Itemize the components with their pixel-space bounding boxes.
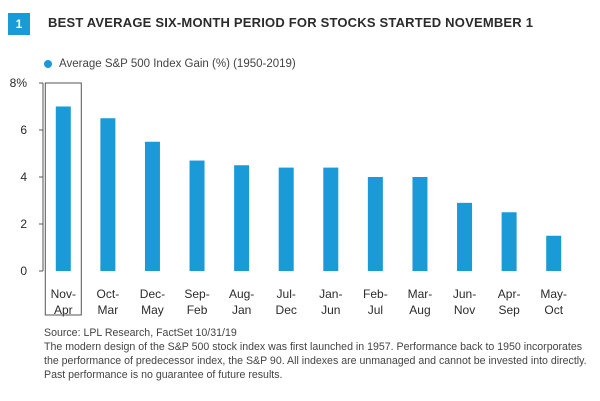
x-tick-label: Nov- bbox=[51, 287, 76, 301]
x-tick-label: Jul bbox=[368, 303, 383, 317]
bar bbox=[412, 177, 428, 271]
x-tick-label: Apr bbox=[54, 303, 73, 317]
x-tick-label: Sep bbox=[498, 303, 520, 317]
bar bbox=[55, 106, 71, 271]
x-tick-label: Apr- bbox=[498, 287, 521, 301]
figure-number-badge: 1 bbox=[8, 13, 30, 35]
bar-chart: 0 2 4 6 8% Nov- Apr Oct- Mar Dec- May Sep- Feb Aug- Ja… bbox=[10, 76, 567, 317]
bar bbox=[546, 235, 562, 271]
bar bbox=[367, 177, 383, 271]
x-tick-label: Aug- bbox=[229, 287, 254, 301]
legend-label: Average S&P 500 Index Gain (%) (1950-201… bbox=[59, 58, 296, 70]
chart-title: BEST AVERAGE SIX-MONTH PERIOD FOR STOCKS… bbox=[48, 15, 534, 30]
x-tick-label: Jan- bbox=[319, 287, 342, 301]
x-tick-label: May- bbox=[540, 287, 567, 301]
highlight-box bbox=[44, 82, 82, 316]
x-tick-label: Feb- bbox=[363, 287, 388, 301]
bar bbox=[234, 165, 250, 271]
footnote-line: The modern design of the S&P 500 stock i… bbox=[44, 341, 583, 353]
x-tick-label: Dec bbox=[276, 303, 297, 317]
x-tick-label: Jan bbox=[232, 303, 251, 317]
x-tick-label: Dec- bbox=[140, 287, 165, 301]
y-tick-label: 4 bbox=[20, 170, 27, 184]
legend-marker bbox=[44, 60, 52, 68]
bar bbox=[144, 141, 160, 271]
x-tick-label: Sep- bbox=[184, 287, 209, 301]
bar bbox=[189, 160, 205, 271]
x-tick-label: Jun bbox=[321, 303, 340, 317]
footnote-source: Source: LPL Research, FactSet 10/31/19 bbox=[44, 327, 237, 339]
x-tick-label: Nov bbox=[454, 303, 475, 317]
x-tick-label: Aug bbox=[409, 303, 430, 317]
x-tick-label: May bbox=[141, 303, 164, 317]
footnote-line: Past performance is no guarantee of futu… bbox=[44, 369, 283, 381]
footnote-line: the performance of predecessor index, th… bbox=[44, 355, 587, 367]
bar bbox=[457, 202, 473, 271]
y-tick-label: 2 bbox=[20, 217, 27, 231]
chart-footnote: Source: LPL Research, FactSet 10/31/19 T… bbox=[44, 326, 594, 382]
x-tick-label: Oct- bbox=[97, 287, 120, 301]
x-tick-label: Feb bbox=[187, 303, 208, 317]
y-tick-label: 0 bbox=[20, 264, 27, 278]
y-tick-label: 8% bbox=[10, 76, 28, 90]
x-tick-label: Mar- bbox=[408, 287, 433, 301]
bar bbox=[278, 167, 294, 271]
x-tick-label: Oct bbox=[544, 303, 563, 317]
x-tick-label: Mar bbox=[98, 303, 119, 317]
y-tick-label: 6 bbox=[20, 123, 27, 137]
x-tick-label: Jun- bbox=[453, 287, 476, 301]
x-tick-label: Jul- bbox=[277, 287, 296, 301]
chart-legend: Average S&P 500 Index Gain (%) (1950-201… bbox=[44, 58, 296, 70]
bar bbox=[501, 212, 517, 271]
bar bbox=[323, 167, 339, 271]
bar bbox=[100, 118, 116, 271]
